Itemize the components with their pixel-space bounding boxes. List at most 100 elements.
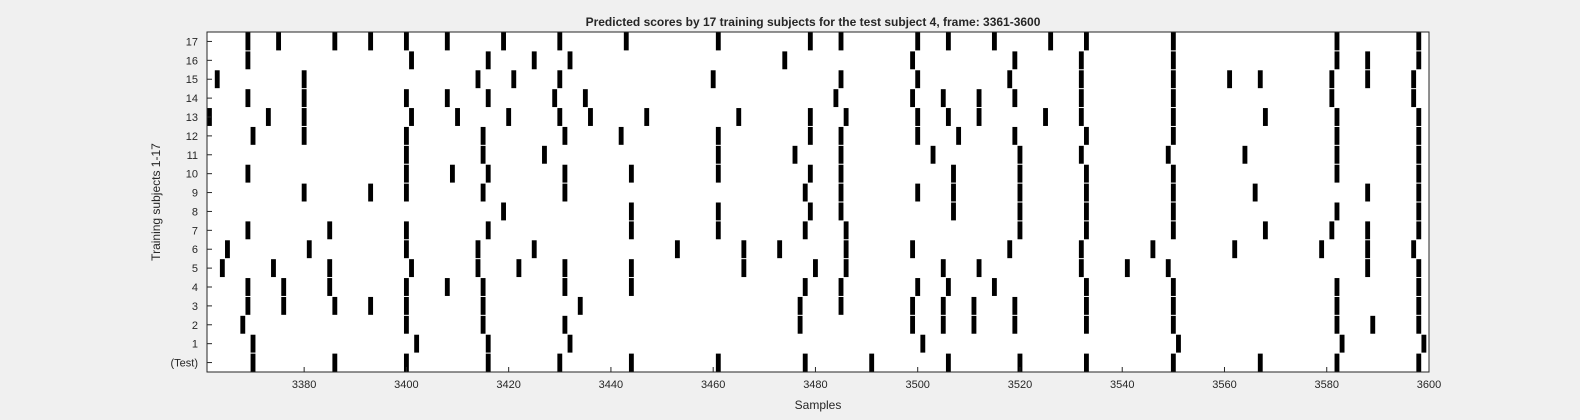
event-bar [567,334,573,353]
event-bar [1365,51,1371,70]
event-bar [976,89,982,108]
event-bar [915,32,921,51]
event-bar [562,183,568,202]
event-bar [1257,353,1263,372]
y-tick-label: 1 [192,339,198,351]
event-bar [1411,240,1417,259]
event-bar [403,296,409,315]
event-bar [1078,89,1084,108]
event-bar [838,32,844,51]
event-bar [910,315,916,334]
x-axis-label: Samples [795,398,842,412]
event-bar [940,296,946,315]
y-tick-label: 5 [192,263,198,275]
event-bar [915,278,921,296]
event-bar [1165,145,1171,164]
y-tick-label: (Test) [171,358,199,370]
event-bar [945,108,951,126]
event-bar [1416,353,1422,372]
event-bar [1084,164,1089,183]
event-bar [951,183,956,202]
event-bar [1416,315,1422,334]
event-bar [557,70,563,89]
event-bar [245,296,251,315]
event-bar [715,32,721,51]
event-bar [945,353,951,372]
event-bar [802,278,808,296]
event-bar [838,202,844,221]
event-bar [991,32,997,51]
event-bar [1012,89,1018,108]
x-tick-label: 3600 [1417,379,1441,391]
event-bar [485,89,491,108]
event-bar [628,221,634,240]
event-bar [1124,259,1130,278]
event-bar [1329,221,1335,240]
event-bar [1262,108,1268,126]
event-bar [956,126,962,145]
event-bar [915,70,921,89]
event-bar [1416,145,1422,164]
event-bar [1170,108,1176,126]
event-bar [1334,32,1340,51]
event-bar [409,51,414,70]
y-axis-label: Training subjects 1-17 [149,143,163,261]
event-bar [245,32,251,51]
y-tick-label: 15 [186,74,198,86]
event-bar [1078,145,1084,164]
event-bar [245,89,251,108]
event-bar [511,70,517,89]
event-bar [741,240,747,259]
event-bar [715,353,721,372]
event-bar [838,296,844,315]
event-bar [245,278,251,296]
event-bar [368,32,374,51]
event-bar [485,334,491,353]
event-bar [414,334,420,353]
event-bar [240,315,246,334]
event-bar [250,126,256,145]
event-bar [644,108,650,126]
event-bar [797,296,803,315]
event-bar [951,164,956,183]
event-bar [516,259,522,278]
event-bar [265,108,271,126]
event-bar [1084,202,1089,221]
event-bar [562,315,568,334]
event-bar [557,108,563,126]
event-bar [1365,240,1371,259]
event-bar [628,164,634,183]
event-bar [838,183,844,202]
event-bar [1416,164,1422,183]
event-bar [976,259,982,278]
event-bar [1365,259,1371,278]
event-bar [1334,315,1340,334]
event-bar [945,278,951,296]
event-bar [940,315,946,334]
event-bar [715,221,721,240]
event-bar [485,164,491,183]
event-bar [409,259,414,278]
event-bar [485,353,491,372]
event-bar [920,334,926,353]
event-bar [1170,221,1176,240]
event-bar [214,70,220,89]
event-bar [562,259,568,278]
event-bar [1334,126,1340,145]
event-bar [628,353,634,372]
chart-title: Predicted scores by 17 training subjects… [586,15,1041,29]
event-bar [327,259,333,278]
event-bar [1170,296,1176,315]
event-bar [1084,183,1089,202]
x-tick-label: 3500 [905,379,929,391]
event-bar [1416,183,1422,202]
event-bar [1170,202,1176,221]
event-bar [403,183,409,202]
event-bar [501,202,506,221]
event-bar [480,126,486,145]
y-tick-label: 10 [186,169,198,181]
x-tick-label: 3440 [599,379,623,391]
y-tick-label: 11 [187,150,198,162]
event-bar [910,51,916,70]
